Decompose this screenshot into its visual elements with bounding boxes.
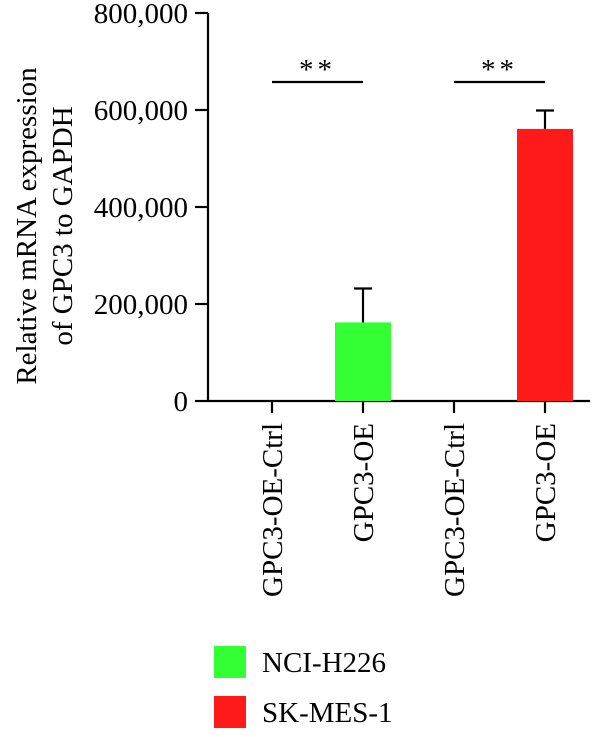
- x-tick-label: GPC3-OE-Ctrl: [439, 423, 471, 597]
- significance-markers: ** **: [272, 54, 545, 86]
- y-tick-label: 800,000: [94, 0, 188, 30]
- y-axis-label-line: Relative mRNA expression: [11, 67, 43, 385]
- bar-sk-mes-1: [517, 128, 573, 402]
- legend: NCI-H226 SK-MES-1: [214, 646, 393, 729]
- x-tick-label: GPC3-OE: [348, 423, 380, 542]
- y-tick-label: 200,000: [94, 289, 188, 321]
- legend-swatch: [214, 696, 246, 728]
- legend-label: SK-MES-1: [262, 697, 393, 729]
- significance-label: **: [299, 54, 336, 86]
- y-axis-label: Relative mRNA expression of GPC3 to GAPDH: [11, 67, 79, 385]
- significance-label: **: [481, 54, 518, 86]
- x-tick-label: GPC3-OE-Ctrl: [257, 423, 289, 597]
- bar-nci-h226: [335, 322, 391, 401]
- legend-swatch: [214, 646, 246, 678]
- y-tick-label: 0: [174, 386, 189, 418]
- x-axis: GPC3-OE-Ctrl GPC3-OE GPC3-OE-Ctrl GPC3-OE: [208, 399, 590, 597]
- y-axis: 0 200,000 400,000 600,000 800,000 Relative mR…: [11, 0, 210, 418]
- x-tick-label: GPC3-OE: [530, 423, 562, 542]
- bars: [335, 109, 573, 402]
- y-tick-label: 400,000: [94, 192, 188, 224]
- legend-label: NCI-H226: [262, 647, 386, 679]
- y-tick-label: 600,000: [94, 95, 188, 127]
- y-axis-label-line: of GPC3 to GAPDH: [47, 106, 79, 345]
